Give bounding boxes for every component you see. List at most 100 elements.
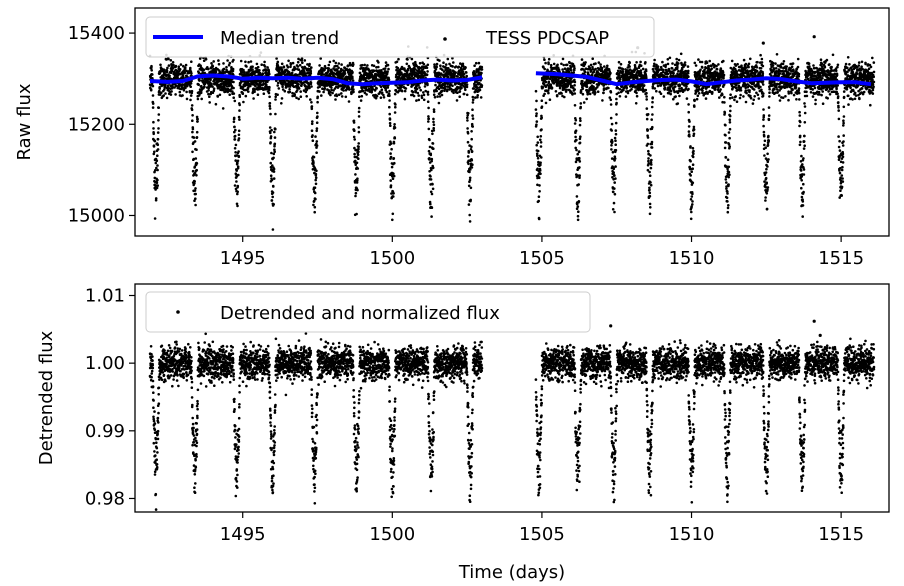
data-point — [310, 107, 314, 111]
data-point — [348, 88, 351, 91]
data-point — [165, 69, 169, 72]
data-point — [687, 125, 691, 128]
data-point — [423, 85, 427, 88]
data-point — [184, 66, 187, 70]
data-point — [575, 138, 578, 142]
data-point — [159, 63, 162, 67]
data-point — [293, 93, 297, 96]
data-point — [452, 61, 455, 64]
data-point — [613, 157, 617, 160]
data-point — [361, 89, 365, 93]
data-point — [320, 94, 323, 97]
data-point — [393, 92, 397, 96]
data-point — [269, 174, 273, 177]
data-point — [440, 93, 444, 97]
data-point — [462, 92, 466, 96]
data-point — [154, 197, 158, 200]
data-point — [174, 84, 178, 88]
data-point — [168, 74, 171, 78]
data-point — [465, 93, 469, 97]
data-point — [233, 130, 236, 134]
data-point — [645, 98, 648, 101]
data-point — [467, 203, 471, 206]
data-point — [356, 177, 359, 180]
data-point — [386, 70, 389, 73]
data-point — [575, 148, 578, 152]
data-point — [236, 161, 239, 165]
data-point — [174, 93, 177, 96]
data-point — [337, 62, 341, 65]
data-point — [613, 210, 616, 214]
data-point — [692, 152, 695, 156]
data-point — [373, 69, 376, 73]
data-point — [240, 85, 243, 89]
data-point — [569, 69, 573, 72]
data-point — [549, 63, 553, 67]
data-point — [422, 93, 426, 97]
data-point — [313, 186, 317, 189]
data-point — [221, 107, 225, 110]
data-point — [577, 200, 581, 203]
data-point — [193, 140, 197, 143]
data-point — [471, 117, 475, 120]
data-point — [191, 127, 195, 131]
data-point — [289, 63, 293, 66]
data-point — [384, 61, 388, 64]
data-point — [268, 104, 272, 108]
data-point — [692, 128, 696, 131]
data-point — [233, 134, 237, 138]
data-point — [391, 212, 395, 216]
data-point — [314, 182, 318, 186]
data-point — [642, 84, 646, 87]
data-point — [231, 90, 234, 93]
data-point — [313, 210, 317, 214]
data-point — [236, 190, 239, 194]
data-point — [550, 86, 554, 89]
data-point — [628, 61, 631, 65]
data-point — [360, 63, 364, 67]
data-point — [543, 92, 546, 96]
data-point — [296, 60, 300, 64]
data-point — [677, 62, 680, 65]
data-point — [701, 89, 704, 92]
data-point — [212, 60, 215, 63]
data-point — [260, 63, 264, 66]
data-point — [204, 58, 208, 61]
data-point — [626, 91, 630, 95]
data-point — [388, 112, 392, 116]
data-point — [676, 102, 680, 105]
data-point — [722, 73, 726, 77]
data-point — [614, 132, 618, 136]
data-point — [268, 72, 271, 76]
data-point — [428, 157, 431, 160]
data-point — [470, 137, 474, 141]
data-point — [322, 90, 325, 94]
data-point — [212, 87, 216, 90]
data-point — [440, 89, 444, 93]
data-point — [352, 88, 355, 91]
data-point — [611, 150, 615, 154]
data-point — [671, 62, 674, 65]
data-point — [466, 116, 469, 119]
data-point — [178, 68, 182, 71]
data-point — [380, 91, 384, 94]
data-point — [393, 126, 397, 129]
data-point — [461, 62, 465, 66]
data-point — [192, 136, 196, 139]
data-point — [634, 102, 638, 105]
data-point — [252, 97, 255, 100]
data-point — [471, 98, 475, 101]
data-point — [722, 59, 725, 63]
data-point — [458, 90, 462, 93]
data-point — [281, 88, 285, 91]
data-point — [357, 126, 361, 129]
data-point — [280, 68, 284, 71]
data-point — [466, 127, 469, 130]
data-point — [480, 68, 484, 71]
data-point — [429, 202, 432, 206]
data-point — [661, 70, 665, 74]
data-point — [429, 178, 433, 181]
data-point — [473, 64, 476, 67]
data-point — [613, 192, 617, 196]
